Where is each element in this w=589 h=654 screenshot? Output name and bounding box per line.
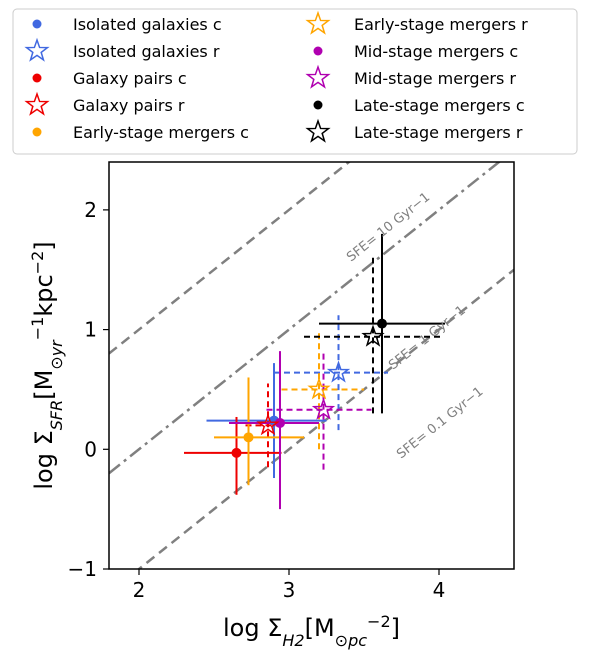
reference-line-sfe-10-gyr-1 xyxy=(109,162,352,355)
y-tick-label: 2 xyxy=(84,198,97,222)
point-galaxy-pairs-r xyxy=(256,413,280,436)
point-galaxy-pairs-c xyxy=(231,447,242,458)
reference-line-sfe-1-gyr-1 xyxy=(109,162,502,475)
legend-label-early-stage-mergers-r: Early-stage mergers r xyxy=(354,15,528,34)
y-tick-label: −1 xyxy=(68,557,97,581)
plot-clip xyxy=(109,162,514,569)
legend-label-mid-stage-mergers-c: Mid-stage mergers c xyxy=(354,42,518,61)
point-mid-stage-mergers-c xyxy=(275,417,285,428)
legend-marker-late-stage-mergers-r xyxy=(305,118,331,143)
errorbar-early-stage-mergers-c xyxy=(214,377,304,486)
legend-marker-mid-stage-mergers-c xyxy=(313,46,323,56)
legend-marker-galaxy-pairs-r xyxy=(24,91,50,116)
legend-marker-early-stage-mergers-c xyxy=(32,127,42,137)
point-late-stage-mergers-r xyxy=(361,324,385,347)
y-tick-label: 0 xyxy=(84,437,97,461)
legend-marker-isolated-galaxies-r xyxy=(24,37,50,62)
point-mid-stage-mergers-r xyxy=(311,397,336,420)
legend-frame xyxy=(12,8,578,155)
reference-annotation-sfe-0-1-gyr-1: SFE= 0.1 Gyr−1 xyxy=(394,384,486,462)
legend-marker-isolated-galaxies-c xyxy=(32,19,42,29)
legend-label-mid-stage-mergers-r: Mid-stage mergers r xyxy=(354,69,516,88)
legend-marker-early-stage-mergers-r xyxy=(305,10,331,35)
legend-marker-mid-stage-mergers-r xyxy=(305,64,331,89)
legend-marker-galaxy-pairs-c xyxy=(32,73,42,83)
point-isolated-galaxies-r xyxy=(326,360,351,383)
legend-label-late-stage-mergers-r: Late-stage mergers r xyxy=(354,123,523,142)
y-tick-label: 1 xyxy=(84,318,97,342)
point-early-stage-mergers-r xyxy=(307,377,331,400)
axes: 2 3 4 −1 0 1 2 log ΣH2[M⊙pc−2] log ΣSFR[M⊙yr−1kp… xyxy=(28,161,515,650)
plot-frame xyxy=(108,161,515,570)
y-axis-label: log ΣSFR[M⊙yr−1kpc−2] xyxy=(28,241,66,489)
point-early-stage-mergers-c xyxy=(243,432,254,443)
reference-annotation-sfe-10-gyr-1: SFE= 10 Gyr−1 xyxy=(344,190,433,265)
legend-label-galaxy-pairs-r: Galaxy pairs r xyxy=(73,96,185,115)
reference-line-sfe-0-1-gyr-1 xyxy=(136,268,514,569)
legend: Isolated galaxies c Isolated galaxies r Ga… xyxy=(12,8,578,155)
x-axis-label: log ΣH2[M⊙pc−2] xyxy=(223,612,400,650)
legend-label-late-stage-mergers-c: Late-stage mergers c xyxy=(354,96,525,115)
reference-annotation-sfe-1-gyr-1: SFE= 1 Gyr−1 xyxy=(386,303,469,373)
errorbar-late-stage-mergers-r xyxy=(304,257,442,414)
legend-label-early-stage-mergers-c: Early-stage mergers c xyxy=(73,123,249,142)
legend-label-isolated-galaxies-r: Isolated galaxies r xyxy=(73,42,220,61)
legend-label-galaxy-pairs-c: Galaxy pairs c xyxy=(73,69,187,88)
x-tick-label: 2 xyxy=(133,578,146,602)
errorbar-isolated-galaxies-r xyxy=(274,315,388,431)
point-late-stage-mergers-c xyxy=(377,318,387,329)
x-tick-label: 3 xyxy=(283,578,296,602)
x-tick-label: 4 xyxy=(433,578,446,602)
legend-marker-late-stage-mergers-c xyxy=(313,100,323,110)
legend-label-isolated-galaxies-c: Isolated galaxies c xyxy=(73,15,222,34)
